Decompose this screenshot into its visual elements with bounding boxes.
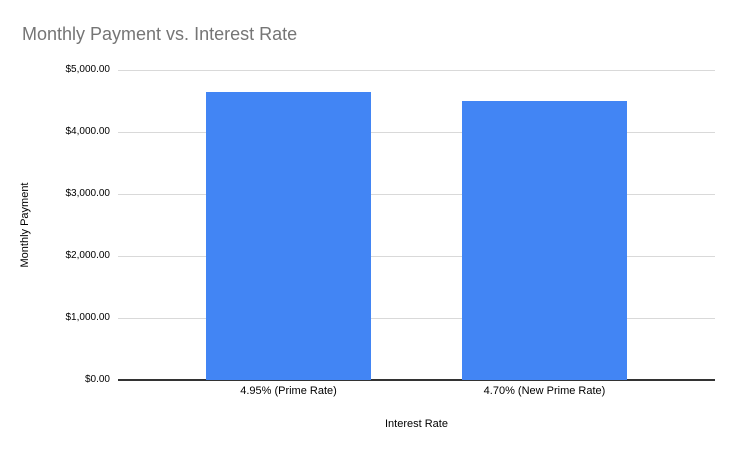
y-tick-label: $4,000.00 bbox=[65, 126, 111, 137]
y-tick-label: $2,000.00 bbox=[65, 250, 111, 261]
chart-title: Monthly Payment vs. Interest Rate bbox=[22, 24, 298, 44]
y-tick-label: $3,000.00 bbox=[65, 188, 111, 199]
x-axis-title: Interest Rate bbox=[385, 418, 448, 430]
bar-1 bbox=[206, 92, 371, 380]
bar-2 bbox=[462, 101, 627, 380]
y-tick-label: $5,000.00 bbox=[65, 64, 111, 75]
gridline bbox=[118, 70, 715, 71]
gridline bbox=[118, 132, 715, 133]
gridline bbox=[118, 318, 715, 319]
x-axis-line bbox=[118, 379, 715, 381]
x-category-label: 4.95% (Prime Rate) bbox=[240, 385, 337, 397]
y-tick-label: $0.00 bbox=[84, 374, 110, 385]
x-category-label: 4.70% (New Prime Rate) bbox=[483, 385, 606, 397]
gridline bbox=[118, 256, 715, 257]
y-tick-label: $1,000.00 bbox=[65, 312, 111, 323]
gridline bbox=[118, 194, 715, 195]
